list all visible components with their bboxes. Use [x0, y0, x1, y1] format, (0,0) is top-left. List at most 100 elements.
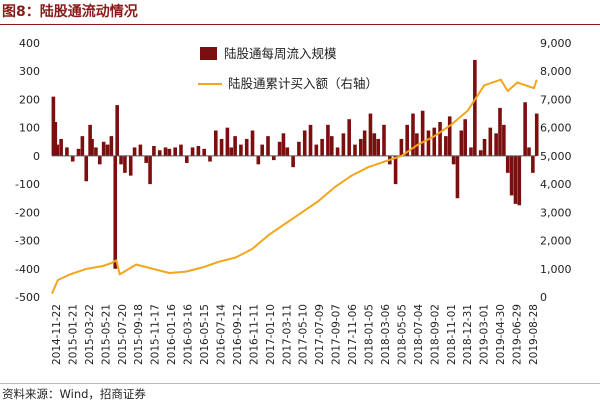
y-right-tick-label: 6,000: [540, 122, 572, 135]
bar: [90, 138, 94, 156]
legend-label-bar: 陆股通每周流入规模: [224, 46, 337, 61]
bar: [505, 155, 510, 173]
y-left-tick-label: -300: [15, 235, 40, 248]
bar: [80, 136, 85, 156]
y-left-tick-label: -200: [15, 206, 40, 219]
x-tick-label: 2019-03-01: [479, 304, 491, 365]
chart-canvas: 400 300 200 100 0 -100 -200 -300 -400 -500 9,000 8,…: [15, 37, 572, 365]
y-left-tick-label: 200: [19, 93, 40, 106]
bar: [372, 133, 377, 156]
y-right-tick-label: 7,000: [540, 93, 572, 106]
bar: [509, 155, 514, 196]
bar: [277, 141, 282, 156]
x-tick-label: 2018-07-04: [413, 304, 425, 365]
bar: [362, 130, 367, 156]
bar: [213, 130, 218, 156]
bar: [463, 119, 467, 156]
x-tick-label: 2016-11-11: [248, 304, 260, 365]
bar: [179, 144, 183, 156]
bar: [271, 155, 276, 161]
bar: [84, 155, 89, 182]
bar: [455, 155, 460, 199]
x-tick-label: 2017-07-09: [314, 304, 326, 365]
x-tick-label: 2015-05-21: [100, 304, 112, 365]
bar: [393, 155, 398, 185]
bar: [225, 127, 230, 156]
x-tick-label: 2017-01-10: [265, 304, 277, 365]
x-tick-label: 2018-05-05: [396, 304, 408, 365]
x-tick-label: 2017-03-11: [281, 304, 293, 365]
bar: [285, 147, 290, 156]
bar: [341, 133, 346, 156]
bar: [438, 122, 442, 156]
bar: [527, 147, 531, 156]
bar: [534, 113, 539, 156]
bar: [260, 144, 264, 156]
bar: [502, 124, 506, 156]
x-tick-label: 2015-09-18: [133, 304, 145, 365]
bar: [488, 127, 493, 156]
bar: [368, 113, 373, 156]
x-tick-label: 2018-01-05: [364, 304, 376, 365]
bar: [59, 138, 63, 156]
y-right-tick-label: 4,000: [540, 178, 572, 191]
bar: [478, 150, 483, 156]
bar: [101, 141, 106, 156]
bar: [128, 155, 133, 176]
bar: [88, 124, 92, 156]
x-tick-label: 2018-03-06: [380, 304, 392, 365]
bar: [123, 155, 127, 173]
bar: [97, 155, 102, 165]
bar: [167, 148, 172, 156]
bar: [281, 133, 286, 156]
bar: [157, 150, 162, 156]
bar: [473, 59, 477, 156]
bar: [347, 119, 351, 156]
bar: [432, 127, 437, 156]
bar: [447, 116, 452, 156]
bar: [202, 148, 206, 156]
x-tick-label: 2017-11-06: [347, 304, 359, 365]
figure-title: 图8：陆股通流动情况: [2, 4, 138, 20]
bar: [291, 155, 295, 168]
bar: [297, 141, 301, 156]
bar: [426, 130, 431, 156]
bar: [208, 155, 212, 162]
bar: [469, 147, 473, 156]
bar: [132, 147, 137, 156]
x-tick-label: 2014-11-22: [51, 304, 63, 365]
x-tick-label: 2015-01-21: [67, 304, 79, 365]
bar: [55, 144, 60, 156]
bar: [320, 138, 324, 156]
bar: [233, 136, 237, 156]
bar: [119, 155, 123, 165]
y-left-tick-label: -100: [15, 178, 40, 191]
bar: [482, 138, 487, 156]
bar: [65, 147, 69, 156]
y-right-tick-label: 8,000: [540, 65, 572, 78]
x-tick-label: 2016-09-12: [232, 304, 244, 365]
bar: [196, 146, 201, 156]
bar: [115, 105, 119, 156]
y-left-tick-label: -500: [15, 291, 40, 304]
y-left-tick-label: 400: [19, 37, 40, 50]
y-left-tick-label: 0: [33, 150, 40, 163]
bar: [244, 138, 249, 156]
bar: [335, 147, 340, 156]
bar: [523, 102, 527, 156]
bar: [517, 155, 522, 206]
x-tick-label: 2016-03-16: [183, 304, 195, 365]
bar: [353, 144, 357, 156]
bar: [152, 146, 156, 156]
bar: [302, 130, 307, 156]
bar: [76, 148, 81, 156]
x-tick-label: 2018-12-31: [462, 304, 474, 365]
bar: [190, 147, 195, 156]
bar: [531, 155, 535, 173]
x-tick-label: 2017-09-07: [331, 304, 343, 365]
y-right-tick-label: 2,000: [540, 235, 572, 248]
x-tick-label: 2016-05-15: [199, 304, 211, 365]
bar: [513, 155, 518, 204]
y-right-tick-label: 1,000: [540, 263, 572, 276]
